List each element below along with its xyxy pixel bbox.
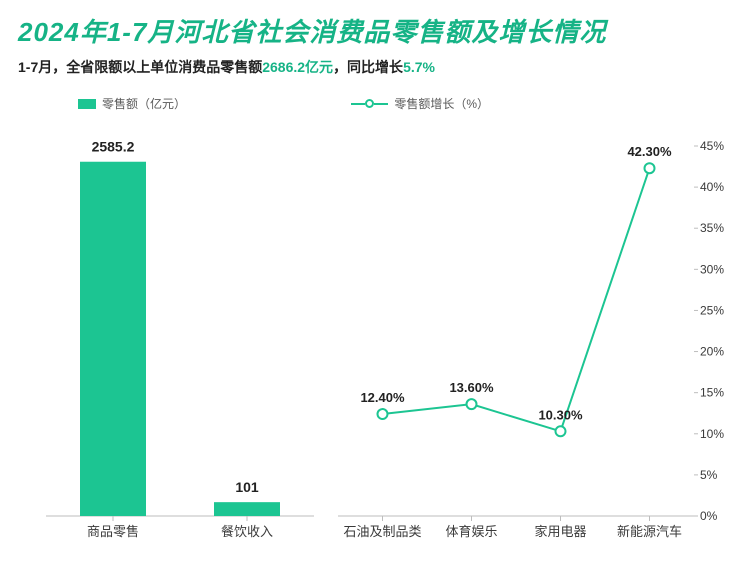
subtitle-value: 2686.2亿元 [262,59,333,75]
line-category-label: 石油及制品类 [343,524,421,539]
y-tick-label: 0% [700,509,718,523]
y-tick-label: 5% [700,468,718,482]
bar-value-label: 101 [235,479,259,495]
y-tick-label: 35% [700,221,724,235]
line-category-label: 体育娱乐 [445,524,497,539]
line-marker [645,163,655,173]
line-marker [556,426,566,436]
legend-bar-label: 零售额（亿元） [102,95,186,112]
bar-category-label: 餐饮收入 [221,524,273,539]
legend-line-swatch [351,99,388,108]
legend-bar-swatch [78,99,96,109]
y-tick-label: 40% [700,180,724,194]
line-value-label: 13.60% [449,380,494,395]
subtitle-growth: 5.7% [403,59,435,75]
subtitle-prefix: 1-7月，全省限额以上单位消费品零售额 [18,59,262,75]
y-tick-label: 15% [700,386,724,400]
line-marker [467,399,477,409]
chart-subtitle: 1-7月，全省限额以上单位消费品零售额2686.2亿元，同比增长5.7% [18,57,729,77]
line-marker [378,409,388,419]
bar-category-label: 商品零售 [87,524,139,539]
legend-bar: 零售额（亿元） [78,95,186,112]
y-tick-label: 10% [700,427,724,441]
bar [80,162,146,516]
line-value-label: 42.30% [627,144,672,159]
line-value-label: 10.30% [538,407,583,422]
y-tick-label: 20% [700,345,724,359]
line-category-label: 家用电器 [534,524,586,539]
y-tick-label: 30% [700,262,724,276]
legend-line: 零售额增长（%） [351,95,489,112]
legend-line-label: 零售额增长（%） [394,95,489,112]
line-category-label: 新能源汽车 [617,524,682,539]
bar [214,502,280,516]
chart-area: 2585.2 商品零售 101 餐饮收入 0% 5% 10% 15% 20% 25% 30% 35% 4… [18,116,729,556]
y-tick-label: 25% [700,303,724,317]
subtitle-mid: ，同比增长 [333,59,403,75]
combined-chart-svg: 2585.2 商品零售 101 餐饮收入 0% 5% 10% 15% 20% 25% 30% 35% 4… [18,116,729,556]
legend: 零售额（亿元） 零售额增长（%） [18,95,729,112]
chart-title: 2024年1-7月河北省社会消费品零售额及增长情况 [18,12,729,49]
bar-value-label: 2585.2 [92,139,135,155]
y-tick-label: 45% [700,139,724,153]
growth-line [383,168,650,431]
line-value-label: 12.40% [360,390,405,405]
